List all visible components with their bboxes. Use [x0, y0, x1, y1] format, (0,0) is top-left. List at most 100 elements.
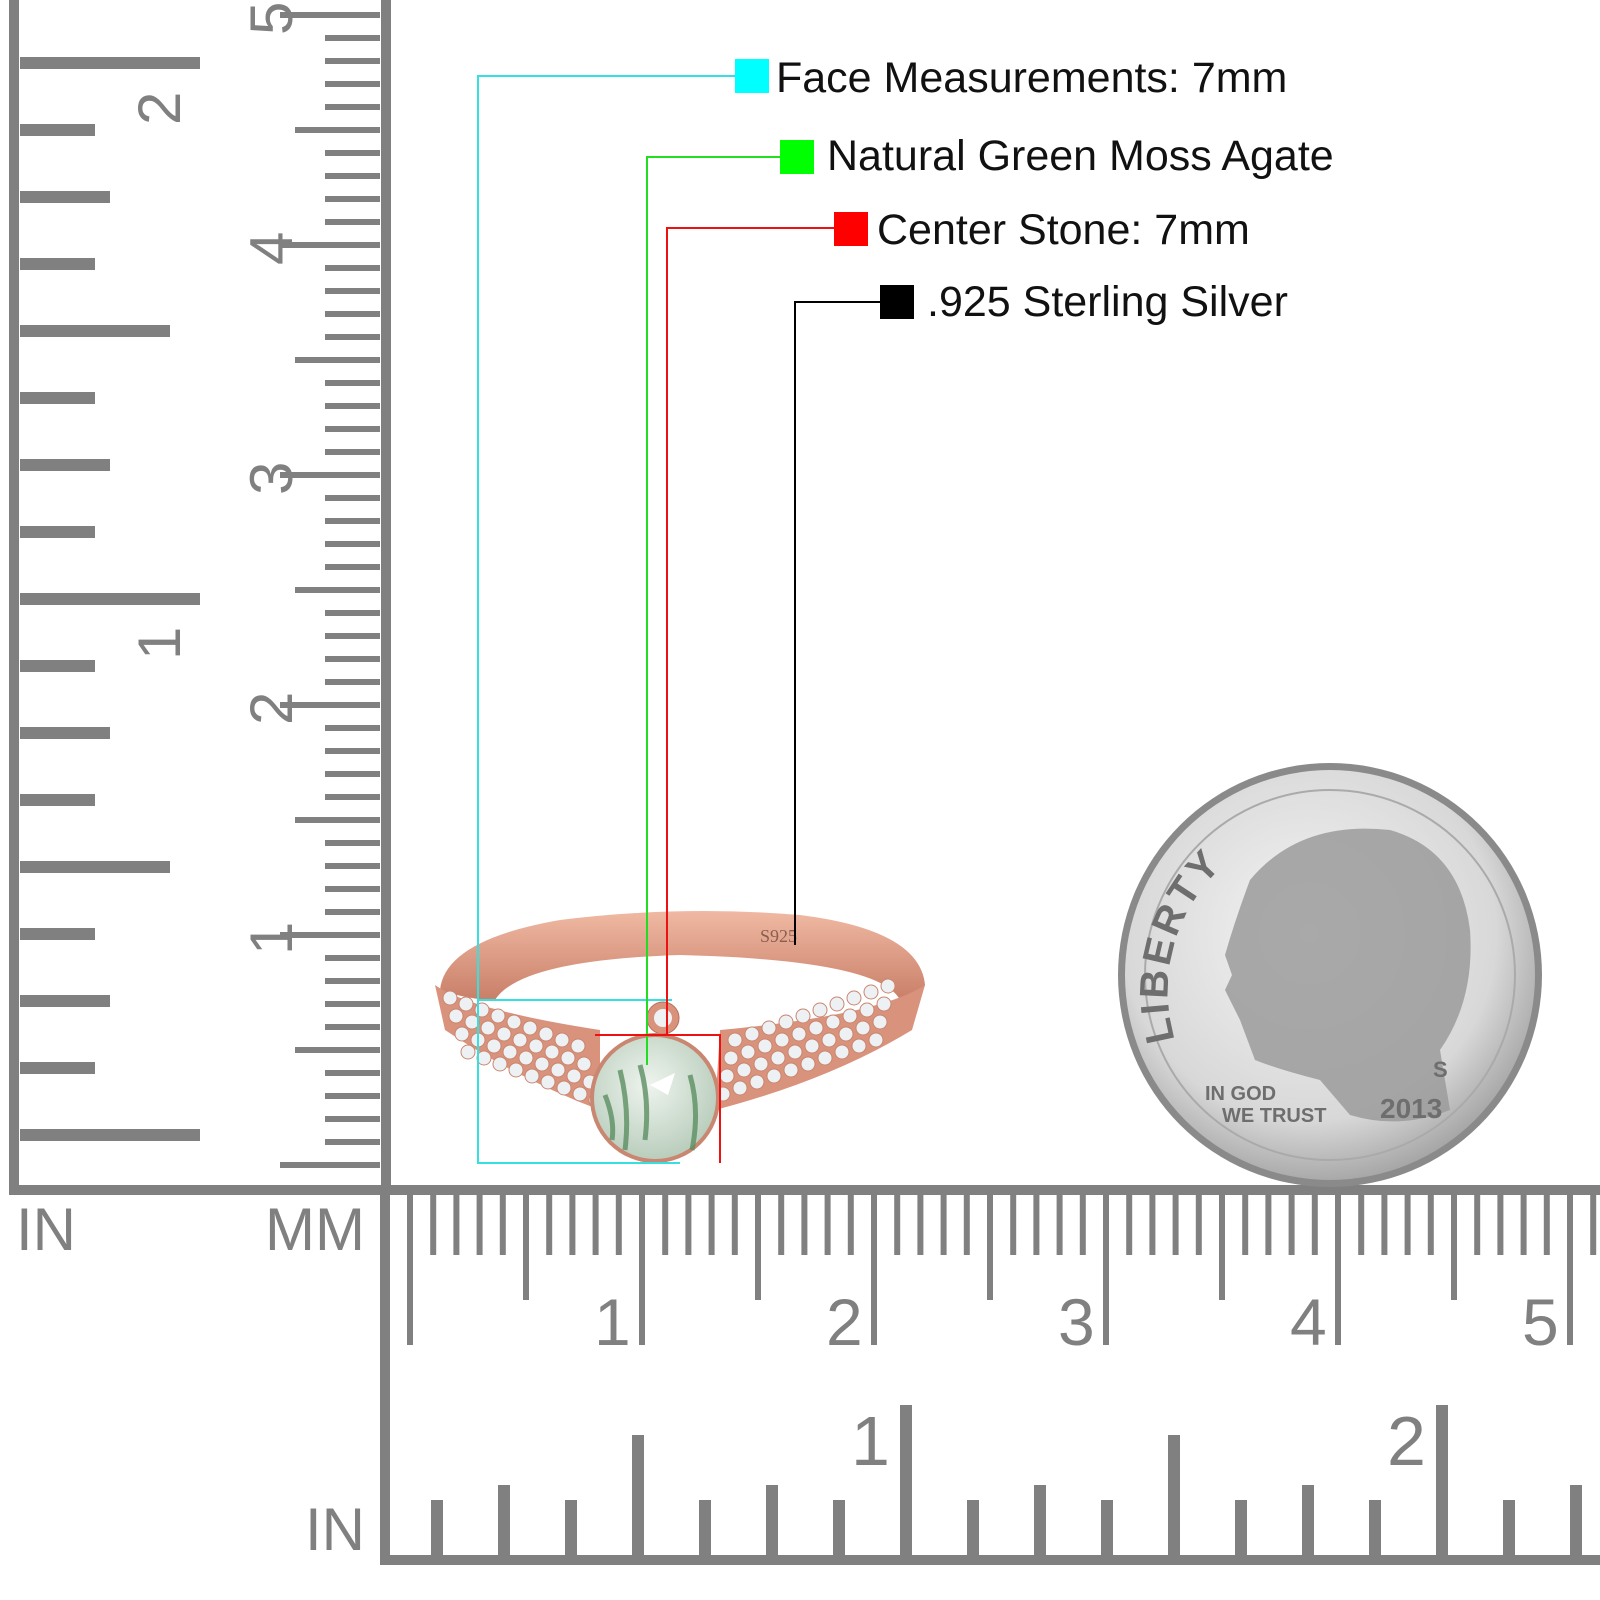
- pave-diamond: [556, 1080, 572, 1096]
- vertical-inch-label: 2: [126, 92, 193, 125]
- pave-diamond: [506, 1014, 522, 1030]
- pave-diamond: [749, 1074, 765, 1090]
- pave-diamond: [868, 1032, 884, 1048]
- pave-diamond: [490, 1008, 506, 1024]
- pave-diamond: [454, 1026, 470, 1042]
- pave-diamond: [576, 1056, 592, 1072]
- pave-diamond: [736, 1062, 752, 1078]
- legend-swatch-stone-type: [780, 140, 814, 174]
- pave-diamond: [566, 1068, 582, 1084]
- horizontal-mm-label: 3: [1058, 1285, 1095, 1359]
- pave-diamond: [783, 1062, 799, 1078]
- callout-lines: [477, 75, 881, 1164]
- legend-swatch-center-stone: [834, 212, 868, 246]
- dime-coin: LIBERTY IN GOD WE TRUST 2013 S: [1118, 763, 1542, 1187]
- pave-diamond: [757, 1038, 773, 1054]
- portrait-silhouette: [1225, 828, 1471, 1122]
- pave-diamond: [855, 1020, 871, 1036]
- horizontal-mm-label: 2: [826, 1285, 863, 1359]
- pave-diamond: [732, 1080, 748, 1096]
- pave-diamond: [787, 1044, 803, 1060]
- ring: S925: [435, 911, 925, 1163]
- pave-diamond: [544, 1044, 560, 1060]
- pave-diamond: [570, 1038, 586, 1054]
- pave-diamond: [778, 1014, 794, 1030]
- pave-diamond: [846, 990, 862, 1006]
- pave-diamond: [560, 1050, 576, 1066]
- horizontal-inch-label: 2: [1387, 1402, 1426, 1480]
- pave-diamonds: [442, 978, 896, 1108]
- vertical-mm-label: 1: [238, 922, 305, 955]
- center-stone-box: [595, 1034, 721, 1163]
- pave-diamond: [723, 1050, 739, 1066]
- center-stone-callout-line: [666, 227, 835, 1035]
- pave-diamond: [496, 1026, 512, 1042]
- pave-diamond: [753, 1056, 769, 1072]
- vertical-ruler-mm-unit: MM: [265, 1196, 365, 1263]
- pave-diamond: [464, 1014, 480, 1030]
- coin-motto-line2: WE TRUST: [1222, 1105, 1326, 1127]
- pave-diamond: [522, 1020, 538, 1036]
- pave-diamond: [872, 1014, 888, 1030]
- pave-diamond: [838, 1026, 854, 1042]
- horizontal-mm-label: 1: [594, 1285, 631, 1359]
- pave-diamond: [800, 1056, 816, 1072]
- vertical-mm-label: 4: [238, 232, 305, 265]
- vertical-mm-label: 3: [238, 462, 305, 495]
- pave-diamond: [518, 1050, 534, 1066]
- pave-diamond: [502, 1044, 518, 1060]
- pave-diamond: [812, 1002, 828, 1018]
- legend-stone-type: Natural Green Moss Agate: [827, 132, 1334, 180]
- pave-diamond: [550, 1062, 566, 1078]
- pave-diamond: [744, 1026, 760, 1042]
- pave-diamond: [727, 1032, 743, 1048]
- pave-diamond: [524, 1068, 540, 1084]
- pave-diamond: [448, 1008, 464, 1024]
- pave-diamond: [863, 984, 879, 1000]
- vertical-inch-label: 1: [126, 627, 193, 660]
- ring-band: [440, 911, 925, 1000]
- pave-diamond: [791, 1026, 807, 1042]
- ring-shoulders: [435, 985, 925, 1110]
- pave-diamond: [804, 1038, 820, 1054]
- pave-diamond: [821, 1032, 837, 1048]
- pave-diamond: [480, 1020, 496, 1036]
- pave-diamond: [740, 1044, 756, 1060]
- pave-diamond: [770, 1050, 786, 1066]
- pave-diamond: [880, 978, 896, 994]
- pave-diamond: [512, 1032, 528, 1048]
- pave-diamond: [460, 1044, 476, 1060]
- horizontal-inch-label: 1: [851, 1402, 890, 1480]
- coin-year: 2013: [1380, 1093, 1442, 1124]
- pave-diamond: [808, 1020, 824, 1036]
- ring-stamp: S925: [760, 926, 797, 946]
- horizontal-mm-label: 5: [1522, 1285, 1559, 1359]
- legend-swatch-face: [735, 59, 769, 93]
- horizontal-mm-label: 4: [1290, 1285, 1327, 1359]
- pave-diamond: [476, 1050, 492, 1066]
- pave-diamond: [538, 1026, 554, 1042]
- pave-diamond: [774, 1032, 790, 1048]
- pave-diamond: [540, 1074, 556, 1090]
- pave-diamond: [829, 996, 845, 1012]
- legend-metal: .925 Sterling Silver: [927, 278, 1288, 326]
- horizontal-ruler-inch-unit: IN: [305, 1496, 365, 1563]
- moss-agate-stone: [590, 1033, 720, 1163]
- legend-swatch-metal: [880, 285, 914, 319]
- stone-type-callout-line: [646, 156, 781, 1065]
- pave-diamond: [719, 1068, 735, 1084]
- pave-diamond: [554, 1032, 570, 1048]
- pave-diamond: [486, 1038, 502, 1054]
- pave-diamond: [534, 1056, 550, 1072]
- vertical-ruler-frame: [9, 0, 391, 1195]
- vertical-ruler-inch-unit: IN: [16, 1196, 76, 1263]
- horizontal-ruler-frame: [380, 1185, 1600, 1565]
- pave-diamond: [442, 990, 458, 1006]
- pave-diamond: [851, 1038, 867, 1054]
- legend-face-measurements: Face Measurements: 7mm: [776, 54, 1288, 102]
- vertical-mm-label: 2: [238, 692, 305, 725]
- coin-motto-line1: IN GOD: [1205, 1083, 1276, 1105]
- pave-diamond: [859, 1002, 875, 1018]
- pave-diamond: [528, 1038, 544, 1054]
